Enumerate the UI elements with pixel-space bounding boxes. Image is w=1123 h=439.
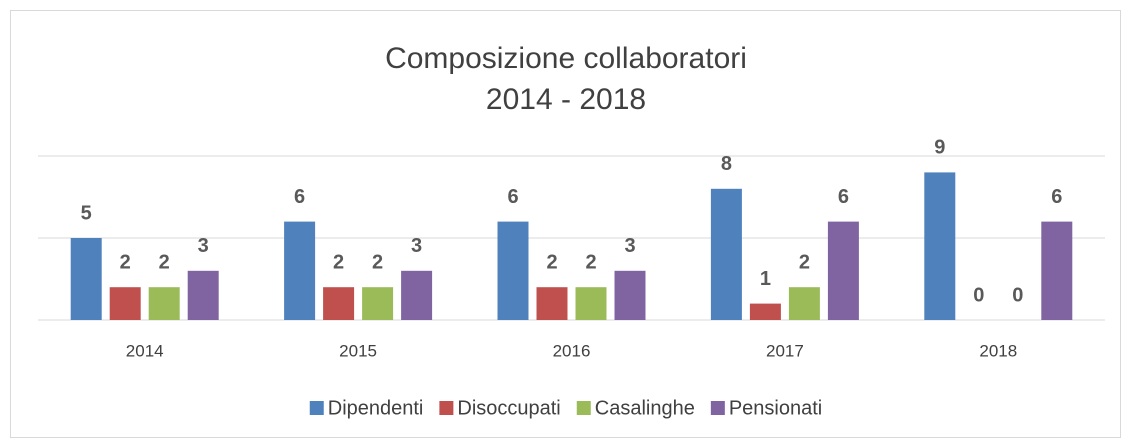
bar	[1041, 221, 1073, 320]
bar	[575, 287, 607, 320]
value-label: 3	[198, 235, 209, 257]
value-label: 3	[411, 235, 422, 257]
value-label: 5	[81, 202, 92, 224]
x-tick-label: 2018	[979, 341, 1017, 360]
chart-subtitle: 2014 - 2018	[486, 83, 646, 116]
value-label: 1	[760, 268, 771, 290]
value-label: 0	[973, 284, 984, 306]
value-label: 2	[333, 251, 344, 273]
value-label: 2	[159, 251, 170, 273]
value-label: 2	[585, 251, 596, 273]
bar	[109, 287, 141, 320]
bar	[710, 188, 742, 320]
value-label: 6	[294, 186, 305, 208]
legend-swatch	[576, 401, 591, 415]
legend-label: Casalinghe	[595, 397, 695, 419]
bar	[749, 303, 781, 320]
value-label: 6	[1051, 186, 1062, 208]
legend-swatch	[309, 401, 324, 415]
chart-title: Composizione collaboratori	[385, 42, 747, 75]
value-label: 2	[799, 251, 810, 273]
value-label: 0	[1012, 284, 1023, 306]
bar	[362, 287, 394, 320]
x-tick-label: 2016	[553, 341, 591, 360]
legend-swatch	[710, 401, 725, 415]
bar	[148, 287, 180, 320]
value-label: 2	[120, 251, 131, 273]
value-label: 6	[838, 186, 849, 208]
bar	[788, 287, 820, 320]
bar	[827, 221, 859, 320]
bar	[536, 287, 568, 320]
value-label: 2	[372, 251, 383, 273]
x-tick-label: 2014	[126, 341, 164, 360]
bar	[284, 221, 316, 320]
value-label: 2	[546, 251, 557, 273]
legend-label: Dipendenti	[328, 397, 424, 419]
bar	[401, 270, 433, 320]
bar	[323, 287, 355, 320]
bar	[70, 238, 102, 320]
bar	[497, 221, 529, 320]
bar	[924, 172, 956, 320]
bar	[187, 270, 219, 320]
legend-swatch	[439, 401, 454, 415]
value-label: 3	[624, 235, 635, 257]
value-label: 8	[721, 153, 732, 175]
x-tick-label: 2015	[339, 341, 377, 360]
x-tick-label: 2017	[766, 341, 804, 360]
bar	[614, 270, 646, 320]
value-label: 6	[507, 186, 518, 208]
value-label: 9	[934, 137, 945, 159]
legend-label: Disoccupati	[457, 397, 560, 419]
legend-label: Pensionati	[729, 397, 822, 419]
